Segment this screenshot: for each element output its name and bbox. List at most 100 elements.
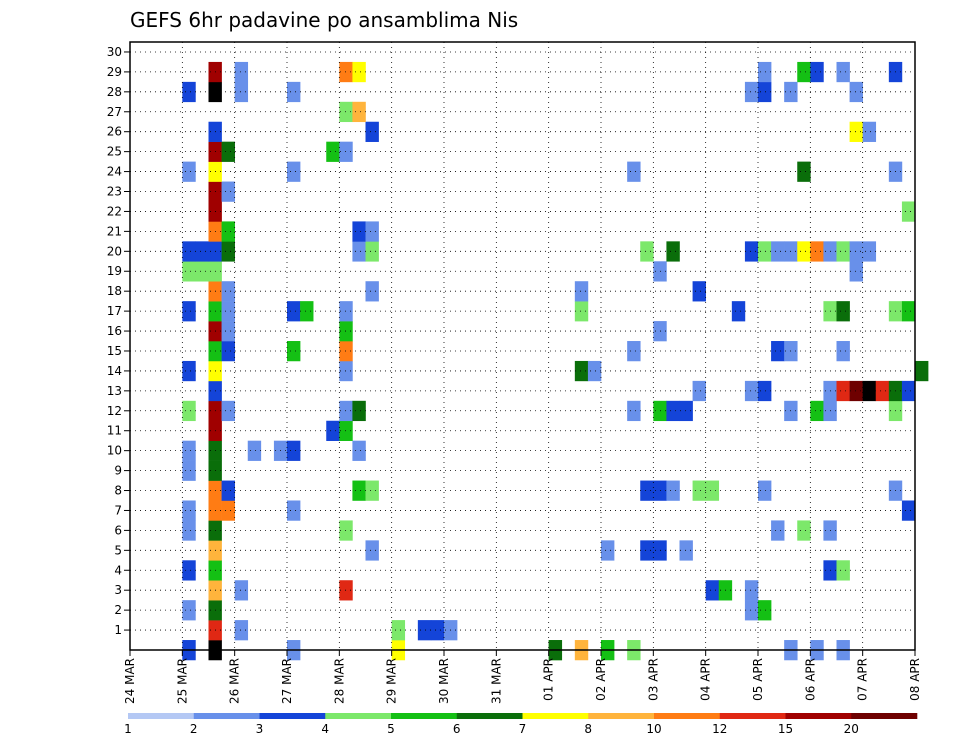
y-tick-label: 6 [114,523,122,537]
y-axis-labels: 1234567891011121314151617181920212223242… [107,45,130,637]
grid-lines [130,42,915,650]
colorbar-label: 7 [519,722,527,736]
heatmap-cell [797,520,811,541]
colorbar-swatch [391,713,458,719]
heatmap-cell [287,161,301,182]
y-tick-label: 23 [107,185,122,199]
x-tick-label: 30 MAR [437,658,451,704]
y-tick-label: 25 [107,145,122,159]
y-tick-label: 30 [107,45,122,59]
heatmap-cell [182,261,196,282]
y-tick-label: 26 [107,125,122,139]
heatmap-cell [574,281,589,302]
x-tick-label: 08 APR [908,658,922,701]
colorbar-label: 1 [124,722,132,736]
heatmap-cell [810,400,824,422]
heatmap-cell [287,500,301,521]
heatmap-cell [326,141,340,162]
heatmap-cell [901,380,916,402]
heatmap-cell [182,400,196,422]
heatmap-cell [221,301,235,322]
y-tick-label: 7 [114,503,122,517]
y-tick-label: 28 [107,85,122,99]
heatmap-cell [744,380,759,402]
heatmap-cell [365,480,379,501]
y-tick-label: 13 [107,384,122,398]
colorbar-label: 20 [844,722,859,736]
heatmap-cell [849,380,863,402]
y-tick-label: 19 [107,264,122,278]
heatmap-cell [352,241,366,262]
y-tick-label: 8 [114,484,122,498]
heatmap-cell [352,400,366,422]
heatmap-cell [287,81,301,103]
y-tick-label: 5 [114,543,122,557]
heatmap-cell [339,420,353,441]
y-tick-label: 29 [107,65,122,79]
heatmap-cell [221,241,235,262]
heatmap-cell [182,241,196,262]
heatmap-cell [875,380,890,402]
y-tick-label: 17 [107,304,122,318]
heatmap-cell [758,380,772,402]
y-tick-label: 2 [114,603,122,617]
y-tick-label: 18 [107,284,122,298]
heatmap-cell [574,360,589,382]
y-tick-label: 11 [107,424,122,438]
x-tick-label: 28 MAR [332,658,346,704]
x-tick-label: 29 MAR [385,658,399,704]
colorbar-label: 15 [778,722,793,736]
x-axis-labels: 24 MAR 25 MAR 26 MAR 27 MAR 28 MAR 29 MAR 30 M… [123,650,922,704]
heatmap-cell [182,440,196,461]
heatmap-cell [627,161,641,182]
x-tick-label: 25 MAR [175,658,189,704]
heatmap-cell [221,321,235,342]
heatmap-cell [352,221,366,242]
heatmap-cell [758,480,772,501]
heatmap-cell [182,81,196,103]
colorbar-swatch [128,713,195,719]
heatmap-cell [758,61,772,83]
heatmap-cell [234,61,249,83]
y-tick-label: 22 [107,204,122,218]
heatmap-cell [247,440,262,461]
heatmap-cell [705,480,720,501]
x-tick-label: 24 MAR [123,658,137,704]
heatmap-cell [744,580,759,601]
y-tick-label: 14 [107,364,122,378]
heatmap-cell [849,81,863,103]
colorbar-swatch [785,713,852,719]
colorbar-swatch [259,713,326,719]
y-tick-label: 16 [107,324,122,338]
colorbar-swatch [719,713,786,719]
x-tick-label: 01 APR [542,658,556,701]
colorbar-swatch [588,713,655,719]
heatmap-cell [287,301,301,322]
heatmap-cell [221,181,235,202]
y-tick-label: 21 [107,224,122,238]
heatmap-cell [849,261,863,282]
heatmap-cell [771,520,785,541]
colorbar-swatch [522,713,589,719]
x-tick-label: 02 APR [594,658,608,701]
heatmap-cell [574,301,589,322]
heatmap-cell [430,620,445,641]
heatmap-cell [627,400,641,422]
y-tick-label: 4 [114,563,122,577]
heatmap-cell [221,480,235,501]
heatmap-cell [744,241,759,262]
plot-frame [129,41,916,651]
heatmap-cell [234,580,249,601]
y-tick-label: 3 [114,583,122,597]
heatmap-cell [352,61,366,83]
heatmap-cell [287,341,301,362]
heatmap-cell [339,341,353,362]
heatmap-cell [836,560,850,581]
y-tick-label: 9 [114,464,122,478]
x-tick-label: 05 APR [751,658,765,701]
x-tick-label: 03 APR [646,658,660,701]
heatmap-cell [758,81,772,103]
colorbar-swatch [193,713,260,719]
heatmap-cell [862,241,877,262]
heatmap-cell [797,161,811,182]
